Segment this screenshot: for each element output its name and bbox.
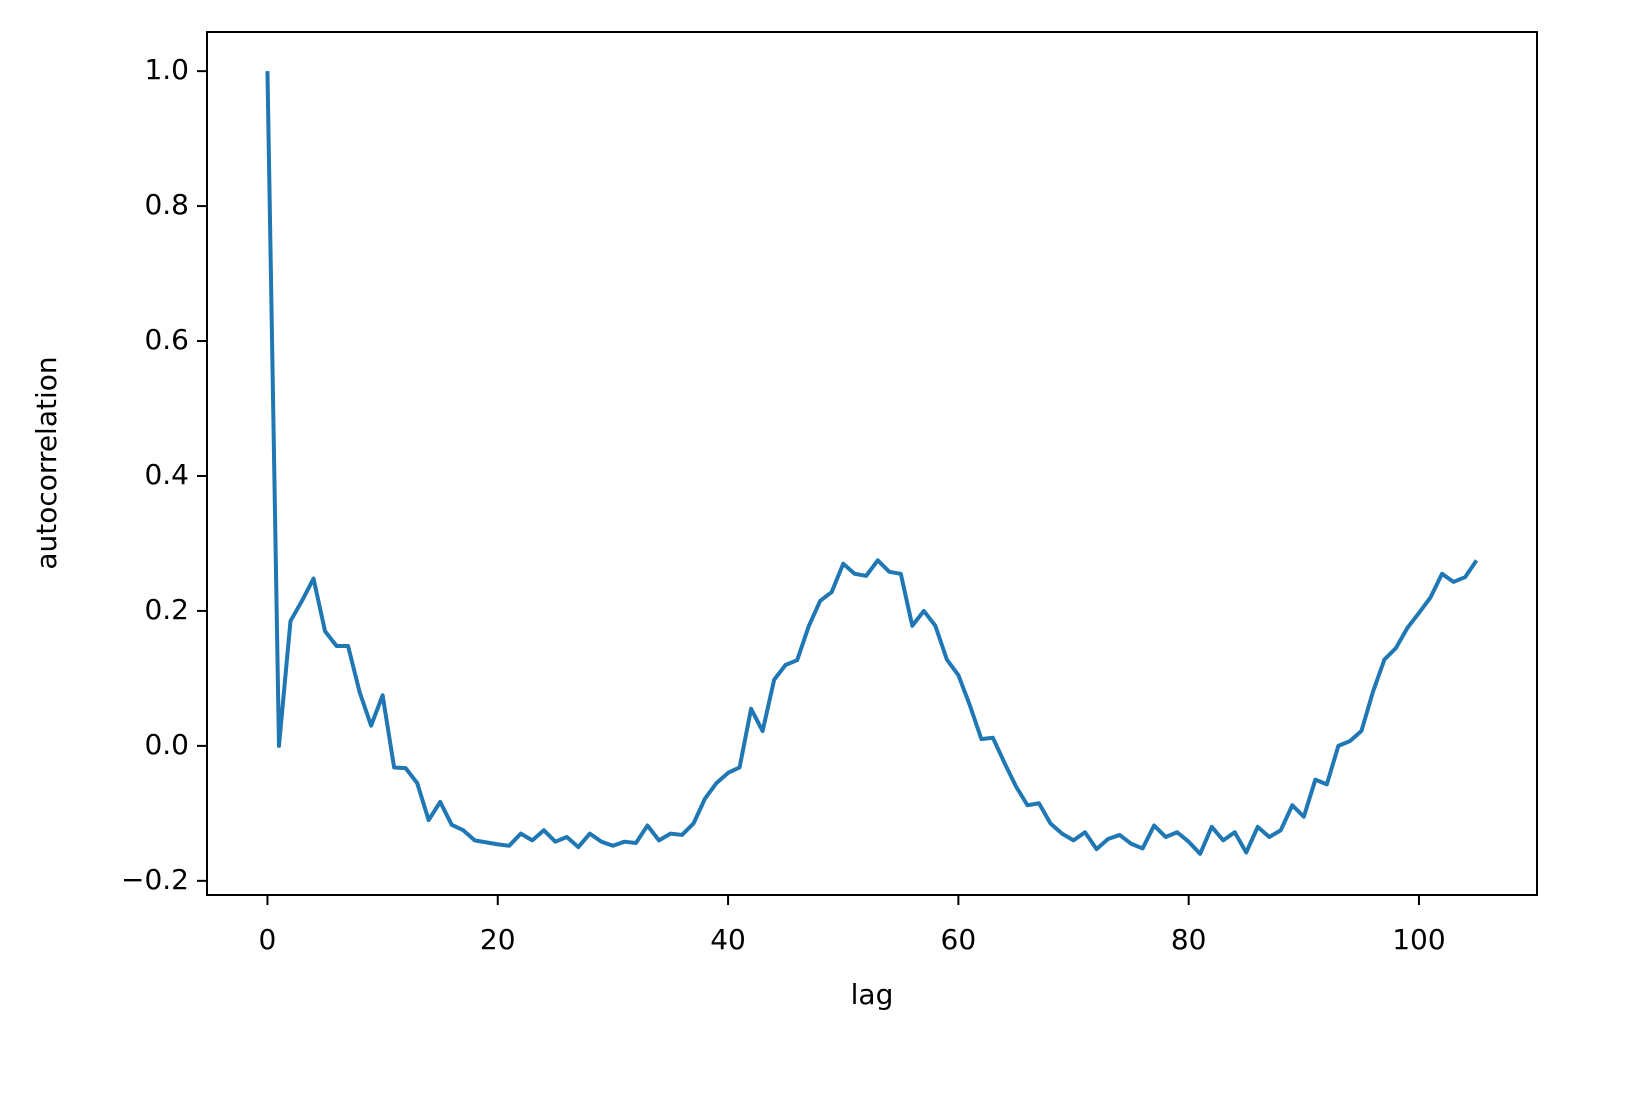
y-tick-label: 0.0 (144, 728, 189, 761)
y-tick-label: 1.0 (144, 53, 189, 86)
x-tick-label: 20 (480, 923, 516, 956)
x-tick-label: 40 (710, 923, 746, 956)
x-tick-label: 0 (259, 923, 277, 956)
x-tick-label: 60 (941, 923, 977, 956)
y-tick-label: 0.2 (144, 593, 189, 626)
y-tick-label: 0.4 (144, 458, 189, 491)
x-axis-label: lag (851, 978, 894, 1011)
y-tick-label: −0.2 (121, 863, 189, 896)
x-tick-label: 80 (1171, 923, 1207, 956)
y-tick-label: 0.6 (144, 323, 189, 356)
plot-frame (206, 31, 1538, 896)
y-axis-label: autocorrelation (30, 356, 63, 569)
x-tick-label: 100 (1392, 923, 1445, 956)
y-tick-label: 0.8 (144, 188, 189, 221)
data-line (265, 71, 1479, 856)
